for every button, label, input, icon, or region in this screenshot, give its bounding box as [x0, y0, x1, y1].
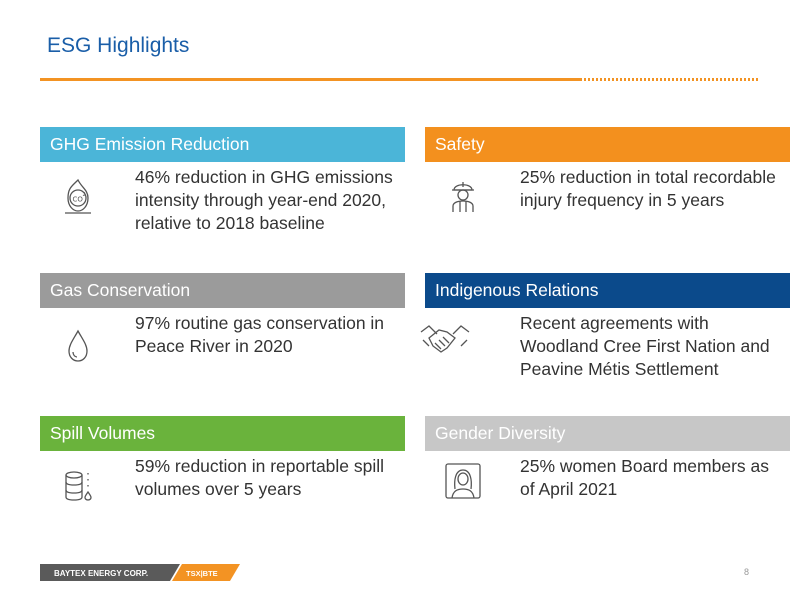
title-divider [40, 78, 760, 81]
card-gender-diversity: Gender Diversity 25% women Board members… [425, 416, 790, 499]
footer-brand-bar: BAYTEX ENERGY CORP. TSX|BTE [40, 564, 240, 581]
title-divider-dashed [580, 78, 760, 81]
card-header: Gender Diversity [425, 416, 790, 451]
card-header: Spill Volumes [40, 416, 405, 451]
card-header: Indigenous Relations [425, 273, 790, 308]
footer-company-name: BAYTEX ENERGY CORP. [54, 569, 148, 578]
card-text: Recent agreements with Woodland Cree Fir… [520, 313, 770, 379]
card-header: Gas Conservation [40, 273, 405, 308]
card-header: GHG Emission Reduction [40, 127, 405, 162]
card-indigenous-relations: Indigenous Relations Recent agreements w… [420, 273, 790, 379]
svg-text:2: 2 [83, 192, 86, 198]
footer-dark-segment [40, 564, 180, 581]
droplet-icon [58, 326, 98, 366]
card-text: 46% reduction in GHG emissions intensity… [135, 167, 393, 233]
card-text: 97% routine gas conservation in Peace Ri… [135, 313, 385, 356]
woman-portrait-icon [443, 461, 483, 501]
hard-hat-worker-icon [443, 176, 483, 216]
card-ghg-emission-reduction: GHG Emission Reduction CO 2 46% reductio… [40, 127, 405, 233]
co2-flame-icon: CO 2 [58, 176, 98, 216]
page-number: 8 [744, 567, 750, 577]
slide-title: ESG Highlights [47, 34, 190, 57]
handshake-icon [417, 320, 473, 360]
svg-text:CO: CO [73, 196, 84, 204]
title-divider-solid [40, 78, 580, 81]
card-safety: Safety 25% reduction in total recordable… [425, 127, 790, 212]
card-text: 59% reduction in reportable spill volume… [135, 456, 385, 499]
card-text: 25% women Board members as of April 2021 [520, 456, 769, 499]
footer-ticker: TSX|BTE [186, 569, 218, 578]
barrel-drip-icon [58, 467, 98, 507]
footer-orange-segment [172, 564, 240, 581]
card-text: 25% reduction in total recordable injury… [520, 167, 776, 210]
card-header: Safety [425, 127, 790, 162]
card-gas-conservation: Gas Conservation 97% routine gas conserv… [40, 273, 405, 362]
card-spill-volumes: Spill Volumes 59% reduction in reportabl… [40, 416, 405, 501]
